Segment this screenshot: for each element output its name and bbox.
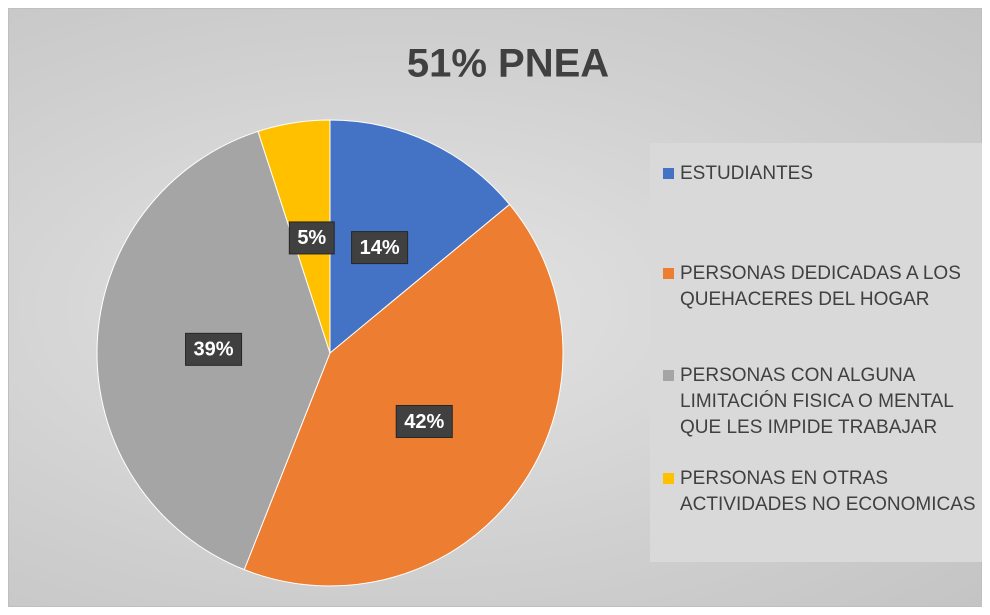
data-label: 39% [194, 339, 234, 361]
data-label-group: 42% [395, 404, 453, 438]
data-label-group: 39% [185, 332, 243, 366]
legend-entry: PERSONAS DEDICADAS A LOS QUEHACERES DEL … [663, 261, 990, 313]
legend-swatch [663, 473, 674, 484]
data-label-group: 5% [288, 221, 335, 255]
legend-swatch [663, 268, 674, 279]
data-label-box [185, 332, 243, 366]
data-label: 5% [297, 227, 326, 249]
chart-title: 51% PNEA [407, 42, 609, 86]
legend: ESTUDIANTES PERSONAS DEDICADAS A LOS QUEH… [650, 143, 982, 562]
legend-entry: ESTUDIANTES [663, 161, 990, 187]
legend-label: PERSONAS CON ALGUNA LIMITACIÓN FISICA O … [680, 365, 954, 438]
data-label-box [351, 231, 409, 265]
data-label-group: 14% [351, 231, 409, 265]
legend-label: PERSONAS EN OTRAS ACTIVIDADES NO ECONOMI… [680, 468, 976, 515]
legend-entry: PERSONAS EN OTRAS ACTIVIDADES NO ECONOMI… [663, 466, 990, 518]
data-label-box [395, 404, 453, 438]
legend-swatch [663, 168, 674, 179]
legend-entry: PERSONAS CON ALGUNA LIMITACIÓN FISICA O … [663, 363, 990, 441]
pie-slice [243, 203, 564, 587]
data-label: 14% [360, 237, 400, 259]
data-label: 42% [404, 411, 444, 433]
legend-swatch [663, 370, 674, 381]
data-label-box [288, 221, 335, 255]
legend-label: ESTUDIANTES [680, 163, 814, 184]
pie-slice [329, 119, 511, 355]
legend-label: PERSONAS DEDICADAS A LOS QUEHACERES DEL … [680, 263, 961, 310]
